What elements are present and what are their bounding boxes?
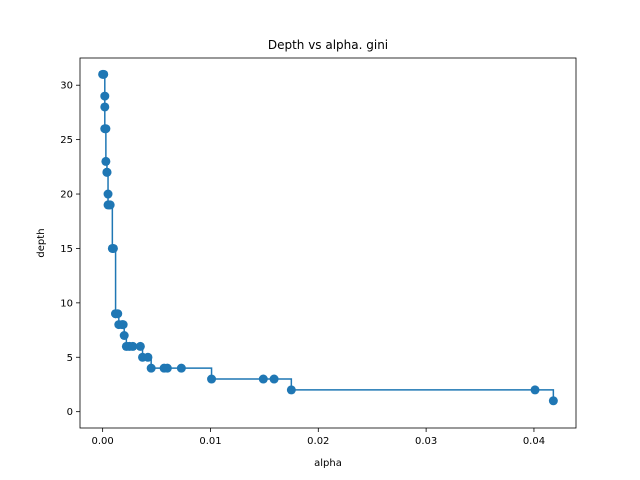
- data-point: [103, 189, 113, 199]
- data-point: [105, 200, 115, 210]
- y-tick-label: 15: [60, 244, 73, 255]
- plot: [98, 69, 558, 406]
- data-point: [102, 167, 112, 177]
- x-tick-label: 0.04: [523, 436, 545, 447]
- data-point: [176, 363, 186, 373]
- data-point: [530, 385, 540, 395]
- data-point: [135, 341, 145, 351]
- data-point: [548, 396, 558, 406]
- data-point: [146, 363, 156, 373]
- y-tick-label: 20: [60, 190, 73, 201]
- ticks: 0.00 0.01 0.02 0.03 0.04 0 5 10 15 20 25 30: [60, 81, 545, 447]
- data-point: [101, 124, 111, 134]
- axes-frame: [79, 57, 577, 429]
- x-tick-label: 0.01: [199, 436, 221, 447]
- data-point: [258, 374, 268, 384]
- data-point: [100, 91, 110, 101]
- data-point: [118, 320, 128, 330]
- y-axis-label: depth: [36, 228, 47, 257]
- data-point: [99, 69, 109, 79]
- plot-area: [80, 58, 576, 428]
- y-tick-label: 10: [60, 298, 73, 309]
- data-point: [113, 309, 123, 319]
- y-tick-label: 30: [60, 81, 73, 92]
- data-point: [286, 385, 296, 395]
- y-tick-label: 5: [67, 353, 73, 364]
- chart-title: Depth vs alpha. gini: [268, 38, 388, 52]
- data-point: [100, 102, 110, 112]
- data-point: [143, 352, 153, 362]
- data-point: [162, 363, 172, 373]
- y-tick-label: 25: [60, 135, 73, 146]
- data-point: [119, 331, 129, 340]
- x-tick-label: 0.00: [92, 436, 114, 447]
- x-axis-label: alpha: [314, 458, 342, 469]
- data-point: [101, 156, 111, 166]
- data-point: [207, 374, 217, 384]
- x-tick-label: 0.02: [307, 436, 329, 447]
- data-point: [269, 374, 279, 384]
- y-tick-label: 0: [67, 407, 73, 418]
- data-point: [108, 243, 118, 253]
- x-tick-label: 0.03: [415, 436, 437, 447]
- data-point: [128, 341, 138, 351]
